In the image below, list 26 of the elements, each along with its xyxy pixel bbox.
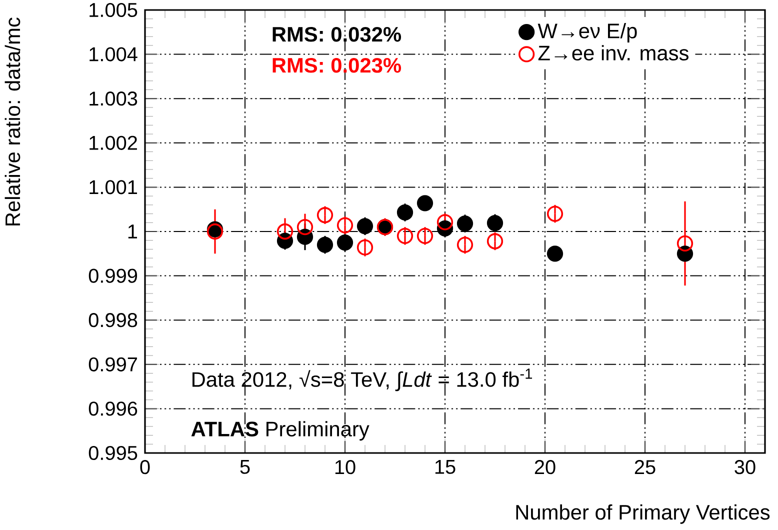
y-tick-label: 1.002 bbox=[90, 136, 137, 150]
y-tick-label: 1.001 bbox=[90, 180, 137, 194]
annotation: Data 2012, √s=8 TeV, ∫Ldt = 13.0 fb$^{-1}$ bbox=[192, 368, 532, 392]
y-axis-title: Relative ratio: data/mc bbox=[4, 18, 20, 226]
annotation: RMS: 0.023% bbox=[272, 58, 402, 73]
y-tick-label: 0.996 bbox=[88, 402, 138, 416]
x-tick-label: 10 bbox=[335, 460, 356, 474]
x-tick-label: 5 bbox=[240, 460, 250, 474]
y-tick-label: 1.005 bbox=[90, 2, 138, 18]
x-tick-label: 25 bbox=[634, 460, 656, 474]
x-tick-label: 30 bbox=[734, 460, 756, 474]
y-tick-label: 1.003 bbox=[90, 92, 138, 106]
y-tick-label: 0.997 bbox=[88, 357, 137, 372]
annotation: ATLAS Preliminary bbox=[191, 421, 370, 441]
legend-label: Z→ee inv. mass bbox=[538, 45, 688, 61]
y-tick-label: 1 bbox=[128, 224, 138, 238]
annotation: RMS: 0.032% bbox=[272, 26, 402, 42]
y-tick-label: 1.004 bbox=[90, 47, 138, 62]
x-tick-label: 0 bbox=[140, 460, 150, 474]
legend-label: W→eν E/p bbox=[538, 23, 637, 43]
y-tick-label: 0.995 bbox=[88, 446, 138, 460]
y-tick-label: 0.998 bbox=[88, 313, 138, 328]
x-tick-label: 20 bbox=[534, 460, 556, 474]
x-axis-title: Number of Primary Vertices bbox=[516, 504, 770, 524]
y-tick-label: 0.999 bbox=[88, 268, 138, 283]
x-tick-label: 15 bbox=[435, 460, 456, 474]
